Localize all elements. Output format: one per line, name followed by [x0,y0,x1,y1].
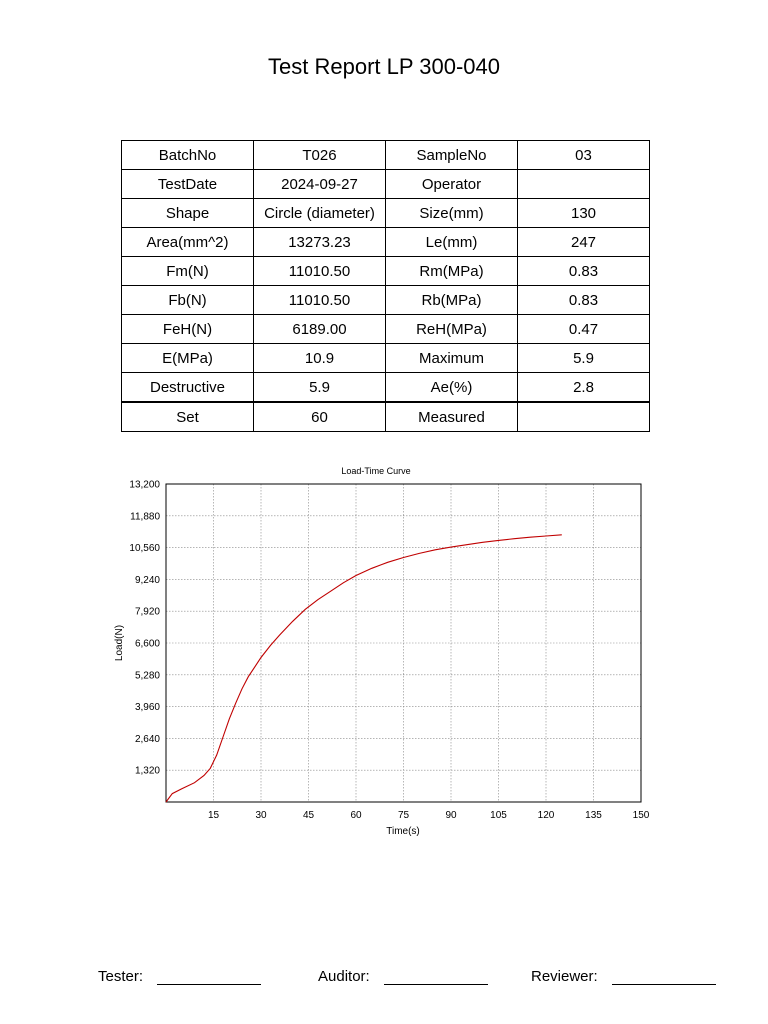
reviewer-label: Reviewer: [531,968,598,985]
x-tick-label: 45 [303,810,315,821]
y-tick-label: 2,640 [135,734,160,745]
field-value: 0.83 [517,285,650,315]
field-value: 6189.00 [253,314,386,344]
chart-title: Load-Time Curve [341,466,410,476]
y-axis-label: Load(N) [114,625,125,661]
field-label: E(MPa) [121,343,254,373]
x-tick-label: 120 [538,810,555,821]
x-tick-label: 75 [398,810,410,821]
field-value: 0.47 [517,314,650,344]
table-row: FeH(N) 6189.00 ReH(MPa) 0.47 [121,314,650,344]
chart-grid [166,483,642,802]
field-value: 247 [517,227,650,257]
table-row: Fm(N) 11010.50 Rm(MPa) 0.83 [121,256,650,286]
field-value: 13273.23 [253,227,386,257]
field-label: Fb(N) [121,285,254,315]
field-label: Le(mm) [385,227,518,257]
field-label: ReH(MPa) [385,314,518,344]
plot-area [165,483,642,803]
field-value: 11010.50 [253,285,386,315]
field-label: Maximum [385,343,518,373]
field-value: 03 [517,140,650,170]
table-row: Set 60 Measured [121,401,650,432]
tester-label: Tester: [98,968,144,985]
field-value: 2.8 [517,372,650,403]
y-tick-label: 10,560 [129,543,160,554]
field-label: Shape [121,198,254,228]
auditor-signature: Auditor: [318,966,488,985]
field-label: FeH(N) [121,314,254,344]
load-time-chart: Load-Time Curve 1,320 2,640 3,960 5,280 6,60… [114,466,650,837]
y-tick-label: 5,280 [135,670,160,681]
y-tick-label: 6,600 [135,639,160,650]
reviewer-signature: Reviewer: [531,966,716,985]
field-label: Fm(N) [121,256,254,286]
field-label: Size(mm) [385,198,518,228]
field-label: BatchNo [121,140,254,170]
field-label: TestDate [121,169,254,199]
signature-footer: Tester: Auditor: Reviewer: [0,966,768,990]
field-label: Operator [385,169,518,199]
y-axis-ticks: 1,320 2,640 3,960 5,280 6,600 7,920 9,240 10,56… [129,480,160,777]
y-tick-label: 11,880 [130,511,160,522]
y-tick-label: 13,200 [129,480,160,491]
table-row: Destructive 5.9 Ae(%) 2.8 [121,372,650,403]
x-tick-label: 90 [445,810,457,821]
x-axis-ticks: 15 30 45 60 75 90 105 120 135 150 [208,810,650,821]
x-tick-label: 135 [585,810,602,821]
field-label: Rb(MPa) [385,285,518,315]
field-value: Circle (diameter) [253,198,386,228]
x-tick-label: 15 [208,810,220,821]
y-tick-label: 7,920 [135,607,160,618]
field-label: Area(mm^2) [121,227,254,257]
x-tick-label: 150 [633,810,650,821]
field-value [517,401,650,432]
table-row: E(MPa) 10.9 Maximum 5.9 [121,343,650,373]
series-line [165,534,562,803]
table-row: Fb(N) 11010.50 Rb(MPa) 0.83 [121,285,650,315]
field-label: Rm(MPa) [385,256,518,286]
field-value: 5.9 [517,343,650,373]
y-tick-label: 9,240 [135,575,160,586]
x-tick-label: 30 [255,810,267,821]
field-value: 11010.50 [253,256,386,286]
x-tick-label: 60 [350,810,362,821]
field-value: 0.83 [517,256,650,286]
field-value: 2024-09-27 [253,169,386,199]
field-label: Set [121,401,254,432]
field-value: 10.9 [253,343,386,373]
reviewer-signature-line[interactable] [611,966,716,985]
field-value: 5.9 [253,372,386,403]
y-tick-label: 3,960 [135,702,160,713]
field-value: 130 [517,198,650,228]
tester-signature: Tester: [98,966,262,985]
auditor-signature-line[interactable] [383,966,488,985]
auditor-label: Auditor: [318,968,370,985]
field-label: Measured [385,401,518,432]
field-label: SampleNo [385,140,518,170]
field-value: 60 [253,401,386,432]
y-tick-label: 1,320 [135,766,160,777]
table-row: BatchNo T026 SampleNo 03 [121,140,650,170]
info-table: BatchNo T026 SampleNo 03 TestDate 2024-09-27 O… [121,140,650,432]
report-title: Test Report LP 300-040 [268,54,500,79]
table-row: Area(mm^2) 13273.23 Le(mm) 247 [121,227,650,257]
field-value: T026 [253,140,386,170]
field-value [517,169,650,199]
x-tick-label: 105 [490,810,507,821]
field-label: Destructive [121,372,254,403]
tester-signature-line[interactable] [157,966,262,985]
table-row: TestDate 2024-09-27 Operator [121,169,650,199]
field-label: Ae(%) [385,372,518,403]
table-row: Shape Circle (diameter) Size(mm) 130 [121,198,650,228]
x-axis-label: Time(s) [386,826,420,837]
